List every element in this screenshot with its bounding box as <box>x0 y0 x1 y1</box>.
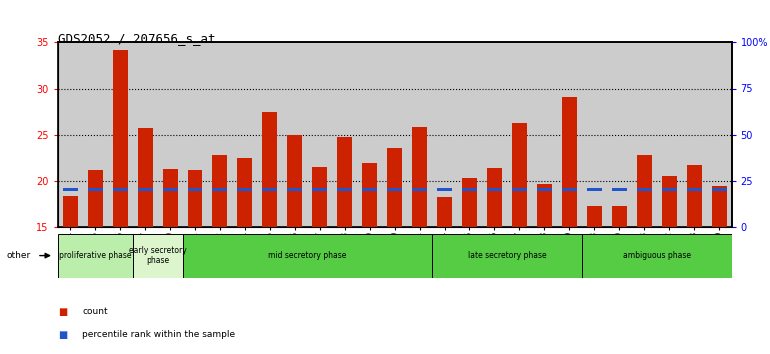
Bar <box>687 165 701 227</box>
Text: ■: ■ <box>58 307 67 316</box>
Bar <box>112 50 128 227</box>
Text: ■: ■ <box>58 330 67 339</box>
Bar <box>432 234 582 278</box>
Text: mid secretory phase: mid secretory phase <box>268 251 346 260</box>
Bar <box>687 188 701 192</box>
Bar <box>437 188 452 192</box>
Bar <box>537 188 552 192</box>
Bar <box>213 188 227 192</box>
Bar <box>313 188 327 192</box>
Bar <box>263 112 277 227</box>
Bar <box>462 188 477 192</box>
Bar <box>237 158 253 227</box>
Bar <box>162 188 178 192</box>
Bar <box>661 188 677 192</box>
Bar <box>587 188 601 192</box>
Bar <box>462 178 477 227</box>
Bar <box>287 188 303 192</box>
Bar <box>88 188 102 192</box>
Text: count: count <box>82 307 108 316</box>
Bar <box>611 188 627 192</box>
Bar <box>512 122 527 227</box>
Bar <box>88 170 102 227</box>
Bar <box>562 97 577 227</box>
Bar <box>661 176 677 227</box>
Text: other: other <box>6 251 30 260</box>
Bar <box>337 188 352 192</box>
Bar <box>337 137 352 227</box>
Bar <box>138 128 152 227</box>
Bar <box>132 234 182 278</box>
Bar <box>711 188 727 192</box>
Bar <box>412 127 427 227</box>
Bar <box>162 170 178 227</box>
Bar <box>637 188 651 192</box>
Bar <box>213 155 227 227</box>
Bar <box>58 234 132 278</box>
Bar <box>512 188 527 192</box>
Bar <box>582 234 732 278</box>
Bar <box>637 155 651 227</box>
Bar <box>62 196 78 227</box>
Text: percentile rank within the sample: percentile rank within the sample <box>82 330 236 339</box>
Bar <box>188 170 203 227</box>
Text: GDS2052 / 207656_s_at: GDS2052 / 207656_s_at <box>58 32 216 45</box>
Text: ambiguous phase: ambiguous phase <box>623 251 691 260</box>
Bar <box>387 188 402 192</box>
Bar <box>138 188 152 192</box>
Text: proliferative phase: proliferative phase <box>59 251 132 260</box>
Bar <box>62 188 78 192</box>
Bar <box>437 197 452 227</box>
Bar <box>487 188 502 192</box>
Bar <box>537 184 552 227</box>
Bar <box>362 163 377 227</box>
Bar <box>387 148 402 227</box>
Bar <box>412 188 427 192</box>
Text: late secretory phase: late secretory phase <box>467 251 546 260</box>
Bar <box>587 206 601 227</box>
Bar <box>188 188 203 192</box>
Bar <box>263 188 277 192</box>
Bar <box>112 188 128 192</box>
Bar <box>711 186 727 227</box>
Bar <box>562 188 577 192</box>
Bar <box>362 188 377 192</box>
Bar <box>182 234 432 278</box>
Text: early secretory
phase: early secretory phase <box>129 246 186 266</box>
Bar <box>611 206 627 227</box>
Bar <box>487 168 502 227</box>
Bar <box>237 188 253 192</box>
Bar <box>287 136 303 227</box>
Bar <box>313 167 327 227</box>
